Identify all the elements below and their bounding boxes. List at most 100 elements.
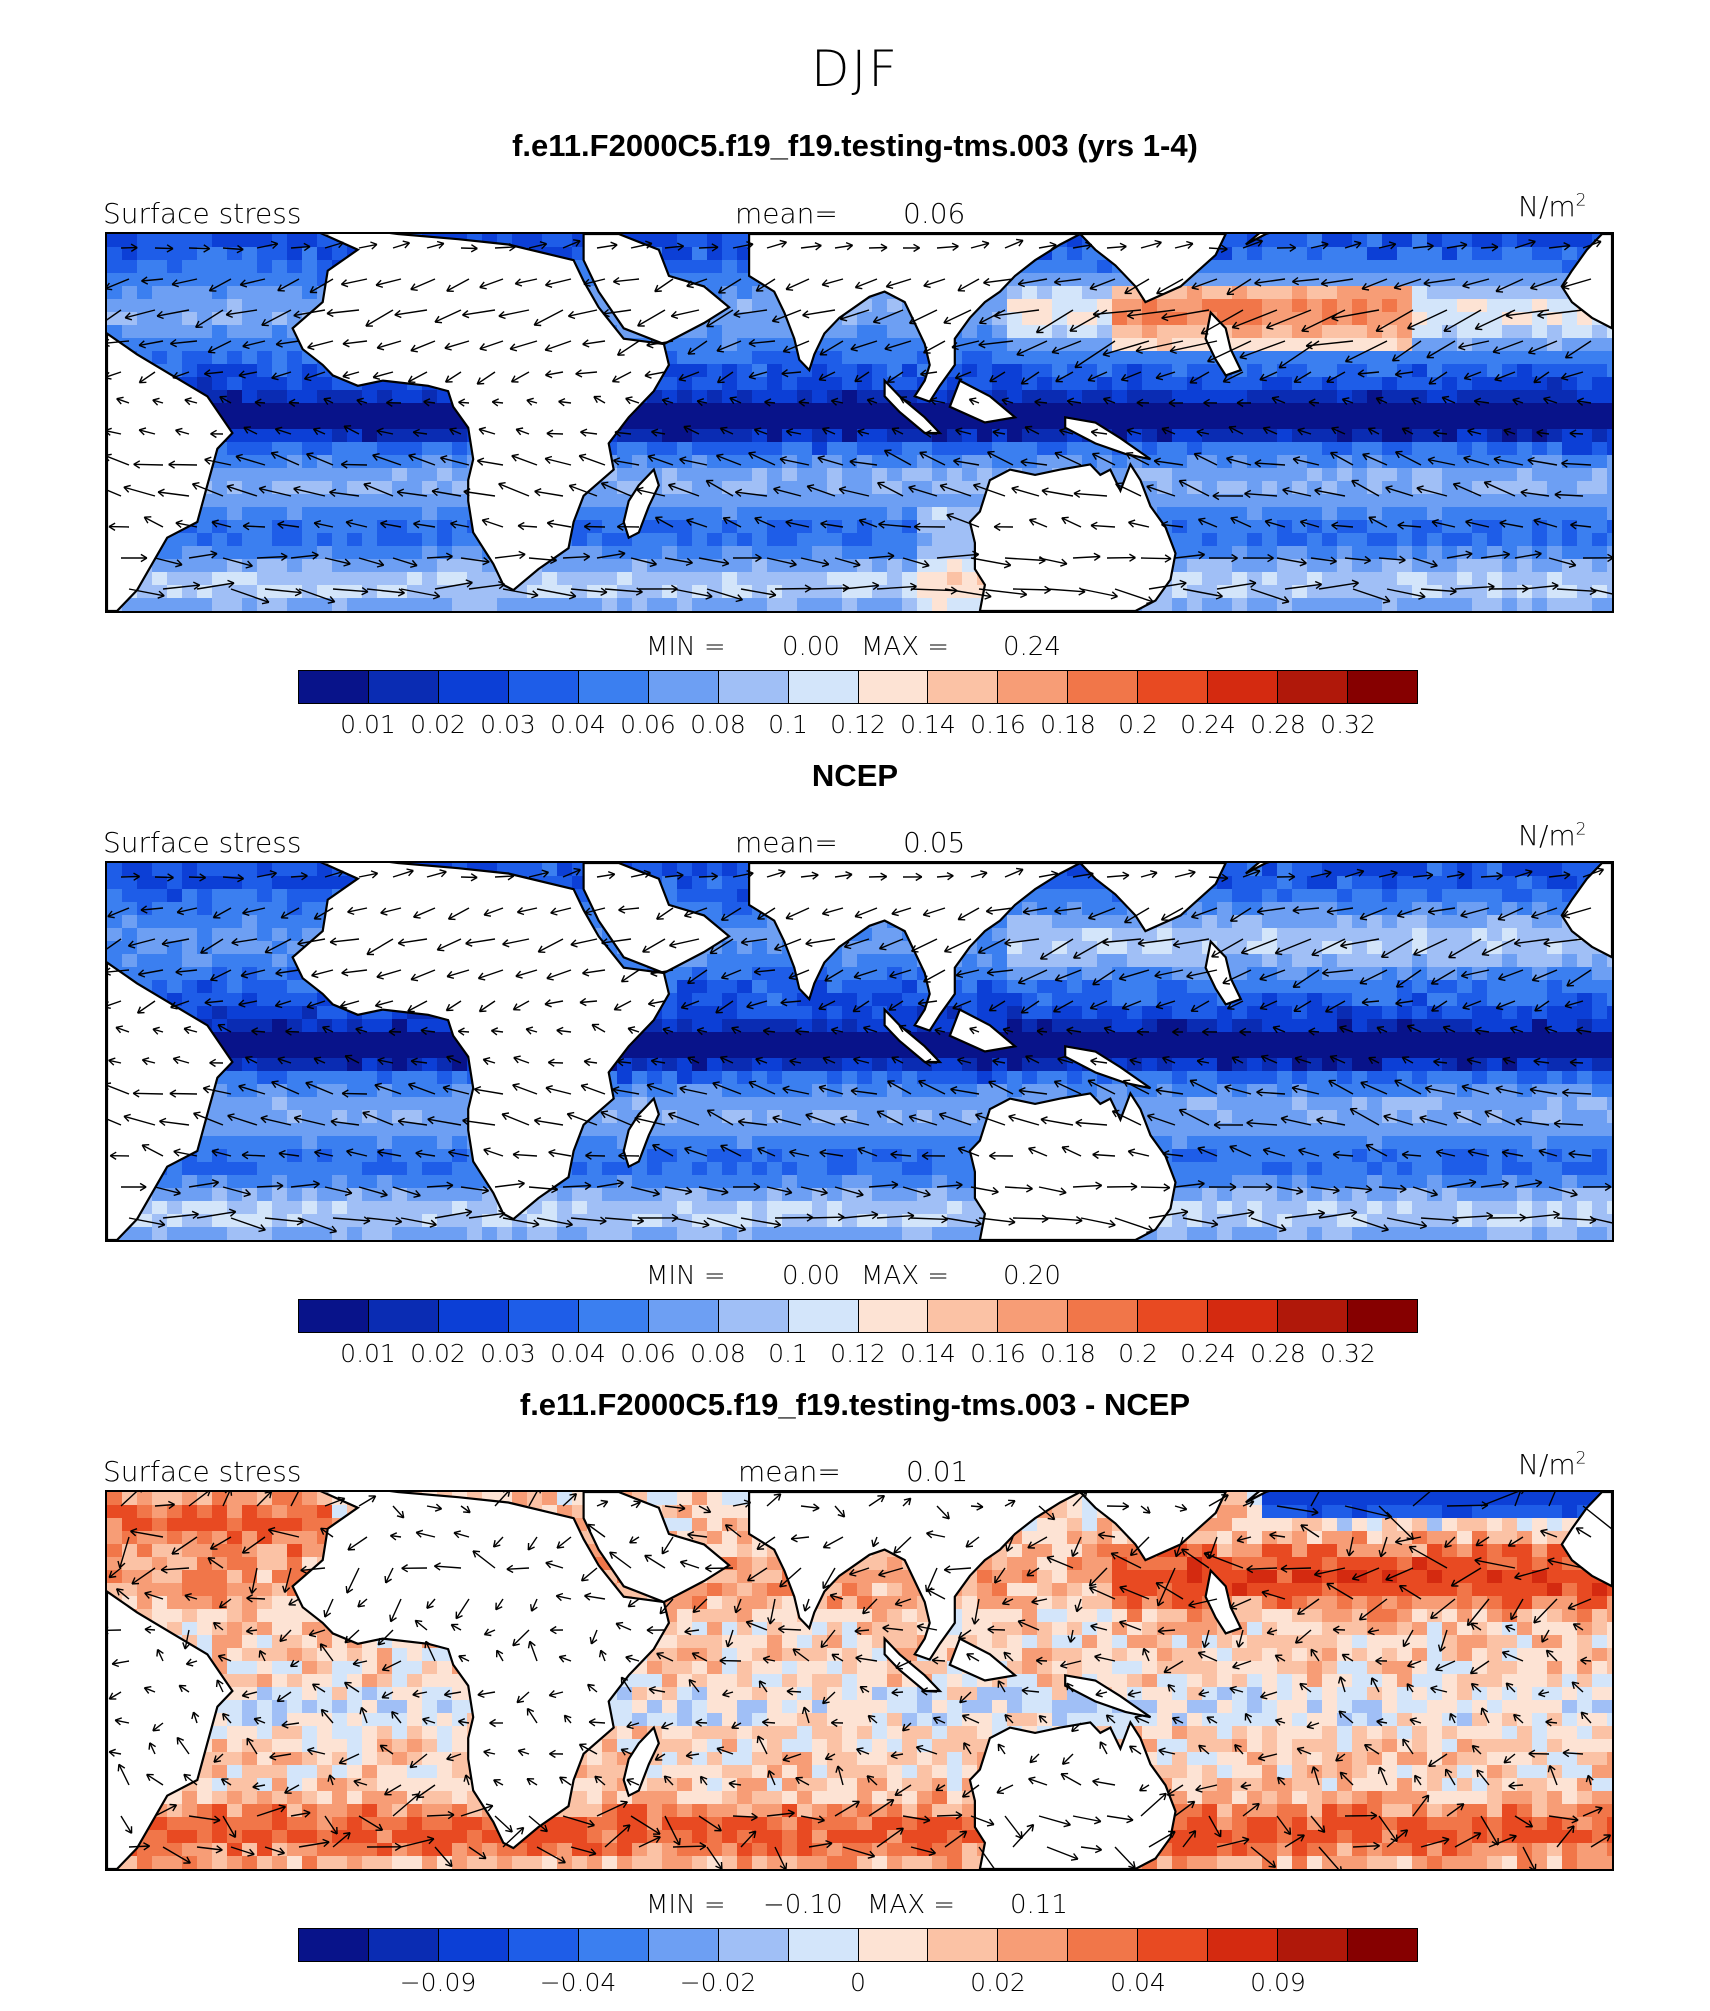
field-cell <box>872 993 888 1007</box>
field-cell <box>782 364 798 378</box>
field-cell <box>1517 299 1533 313</box>
stress-arrow <box>1146 484 1176 497</box>
field-cell <box>242 546 258 560</box>
field-cell <box>1472 876 1488 890</box>
stress-arrow <box>562 552 591 562</box>
field-cell <box>1007 416 1023 430</box>
stress-arrow <box>748 371 768 380</box>
stress-arrow <box>1126 427 1142 436</box>
field-cell <box>1607 533 1612 547</box>
field-cell <box>692 889 708 903</box>
field-cell <box>722 338 738 352</box>
field-cell <box>197 299 213 313</box>
field-cell <box>722 416 738 430</box>
field-cell <box>137 902 153 916</box>
field-cell <box>962 598 978 611</box>
field-cell <box>842 546 858 560</box>
field-cell <box>1337 507 1353 521</box>
field-cell <box>782 572 798 586</box>
stress-arrow <box>1120 371 1142 382</box>
field-cell <box>197 234 213 248</box>
field-cell <box>692 481 708 495</box>
stress-arrow <box>274 426 292 435</box>
field-cell <box>1532 403 1548 417</box>
field-cell <box>857 546 873 560</box>
field-cell <box>272 481 288 495</box>
field-cell <box>737 507 753 521</box>
field-cell <box>677 863 693 877</box>
field-cell <box>272 351 288 365</box>
field-cell <box>1277 494 1293 508</box>
stress-arrow <box>732 241 754 250</box>
field-cell <box>257 533 273 547</box>
field-cell <box>1607 442 1612 456</box>
stress-arrow <box>1467 427 1482 437</box>
field-cell <box>407 533 423 547</box>
stress-arrow <box>1529 278 1558 291</box>
stress-arrow <box>567 309 598 320</box>
field-cell <box>1217 889 1233 903</box>
field-cell <box>677 533 693 547</box>
field-cell <box>842 1032 858 1046</box>
field-cell <box>182 234 198 248</box>
stress-arrow <box>1310 556 1337 565</box>
stress-arrow <box>899 396 912 404</box>
stress-arrow <box>1140 554 1172 563</box>
field-cell <box>797 481 813 495</box>
field-cell <box>1232 533 1248 547</box>
field-cell <box>1217 403 1233 417</box>
field-cell <box>722 494 738 508</box>
field-cell <box>737 954 753 968</box>
field-cell <box>797 598 813 611</box>
field-cell <box>1517 429 1533 443</box>
field-cell <box>1232 1032 1248 1046</box>
field-cell <box>347 507 363 521</box>
field-cell <box>377 533 393 547</box>
field-cell <box>1562 876 1578 890</box>
field-cell <box>1577 559 1593 573</box>
field-cell <box>1127 429 1143 443</box>
field-cell <box>842 598 858 611</box>
field-cell <box>1307 915 1323 929</box>
field-cell <box>392 468 408 482</box>
field-cell <box>272 533 288 547</box>
field-cell <box>1202 442 1218 456</box>
field-cell <box>1502 585 1518 599</box>
field-cell <box>1307 364 1323 378</box>
field-cell <box>1217 377 1233 391</box>
stress-arrow <box>1394 369 1414 378</box>
stress-arrow <box>1293 371 1312 383</box>
field-cell <box>1082 876 1098 890</box>
field-cell <box>1037 1032 1053 1046</box>
field-cell <box>1382 325 1398 339</box>
field-cell <box>917 442 933 456</box>
field-cell <box>167 572 183 586</box>
colorbar-swatch <box>438 671 509 703</box>
field-cell <box>527 863 543 877</box>
field-cell <box>1532 954 1548 968</box>
stress-arrow <box>987 450 1014 466</box>
field-cell <box>857 351 873 365</box>
field-cell <box>527 234 543 248</box>
stress-arrow <box>1236 398 1252 408</box>
field-cell <box>287 1006 303 1020</box>
stress-arrow <box>358 557 385 568</box>
field-cell <box>1397 1032 1413 1046</box>
stress-arrow <box>168 460 198 469</box>
field-cell <box>1472 312 1488 326</box>
field-cell <box>1202 364 1218 378</box>
stress-arrow <box>1297 427 1312 436</box>
stress-arrow <box>582 339 606 348</box>
field-cell <box>1067 928 1083 942</box>
field-cell <box>332 468 348 482</box>
field-cell <box>1607 559 1612 573</box>
field-cell <box>1052 1019 1068 1033</box>
field-cell <box>1007 967 1023 981</box>
field-cell <box>737 546 753 560</box>
field-cell <box>677 876 693 890</box>
field-cell <box>1097 325 1113 339</box>
field-cell <box>707 546 723 560</box>
stress-arrow <box>1156 278 1184 295</box>
field-cell <box>1382 455 1398 469</box>
field-cell <box>722 533 738 547</box>
